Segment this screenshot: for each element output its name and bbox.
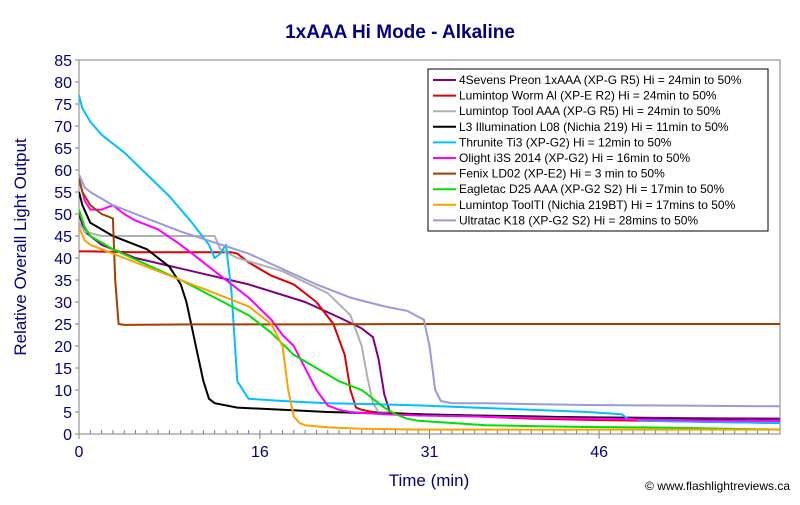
series-line-8 bbox=[79, 209, 780, 431]
y-tick-label: 0 bbox=[63, 427, 72, 444]
legend-entry: Olight i3S 2014 (XP-G2) Hi = 16min to 50… bbox=[459, 151, 690, 165]
y-axis: 0 5 10 15 20 25 30 35 40 45 50 55 60 65 70 75 80 85 bbox=[54, 53, 79, 444]
x-axis: 0 16 31 46 bbox=[75, 430, 770, 461]
legend-box bbox=[427, 68, 769, 232]
x-axis-label: Time (min) bbox=[389, 471, 470, 490]
y-tick-label: 65 bbox=[54, 141, 72, 158]
legend-entry: Fenix LD02 (XP-E2) Hi = 3 min to 50% bbox=[459, 167, 665, 181]
legend-entry: Lumintop Worm Al (XP-E R2) Hi = 24min to… bbox=[459, 89, 717, 103]
series-line-10 bbox=[79, 174, 780, 408]
legend-entry: Lumintop ToolTI (Nichia 219BT) Hi = 17mi… bbox=[459, 198, 736, 212]
series-line-6 bbox=[79, 178, 780, 422]
series-lines bbox=[79, 94, 780, 431]
x-tick-label: 0 bbox=[75, 444, 84, 461]
x-tick-label: 16 bbox=[251, 444, 269, 461]
series-line-9 bbox=[79, 226, 780, 431]
y-tick-label: 35 bbox=[54, 273, 72, 290]
legend-entry: Ultratac K18 (XP-G2 S2) Hi = 28mins to 5… bbox=[459, 213, 698, 227]
y-tick-label: 55 bbox=[54, 185, 72, 202]
series-line-4 bbox=[79, 191, 780, 422]
y-tick-label: 30 bbox=[54, 295, 72, 312]
y-tick-label: 25 bbox=[54, 317, 72, 334]
y-tick-label: 75 bbox=[54, 97, 72, 114]
series-line-2 bbox=[79, 250, 780, 424]
y-tick-label: 45 bbox=[54, 229, 72, 246]
chart-title: 1xAAA Hi Mode - Alkaline bbox=[285, 22, 515, 43]
y-tick-label: 5 bbox=[63, 405, 72, 422]
series-line-5 bbox=[79, 94, 780, 424]
y-tick-label: 85 bbox=[54, 53, 72, 70]
legend-entry: Thrunite Ti3 (XP-G2) Hi = 12min to 50% bbox=[459, 135, 672, 149]
y-axis-label: Relative Overall Light Output bbox=[11, 138, 30, 356]
legend-entry: Eagletac D25 AAA (XP-G2 S2) Hi = 17min t… bbox=[459, 182, 724, 196]
y-tick-label: 40 bbox=[54, 251, 72, 268]
watermark-text: © www.flashlightreviews.ca bbox=[645, 479, 790, 493]
legend-entry: 4Sevens Preon 1xAAA (XP-G R5) Hi = 24min… bbox=[459, 73, 742, 87]
x-tick-label: 46 bbox=[590, 444, 608, 461]
x-tick-label: 31 bbox=[421, 444, 439, 461]
y-tick-label: 80 bbox=[54, 75, 72, 92]
legend-entry: L3 Illumination L08 (Nichia 219) Hi = 11… bbox=[459, 120, 729, 134]
y-tick-label: 60 bbox=[54, 163, 72, 180]
legend-entry: Lumintop Tool AAA (XP-G R5) Hi = 24min t… bbox=[459, 104, 721, 118]
y-tick-label: 20 bbox=[54, 339, 72, 356]
y-tick-label: 10 bbox=[54, 383, 72, 400]
y-tick-label: 70 bbox=[54, 119, 72, 136]
series-line-7 bbox=[79, 178, 780, 326]
y-tick-label: 50 bbox=[54, 207, 72, 224]
y-tick-label: 15 bbox=[54, 361, 72, 378]
legend: 4Sevens Preon 1xAAA (XP-G R5) Hi = 24min… bbox=[427, 68, 769, 232]
